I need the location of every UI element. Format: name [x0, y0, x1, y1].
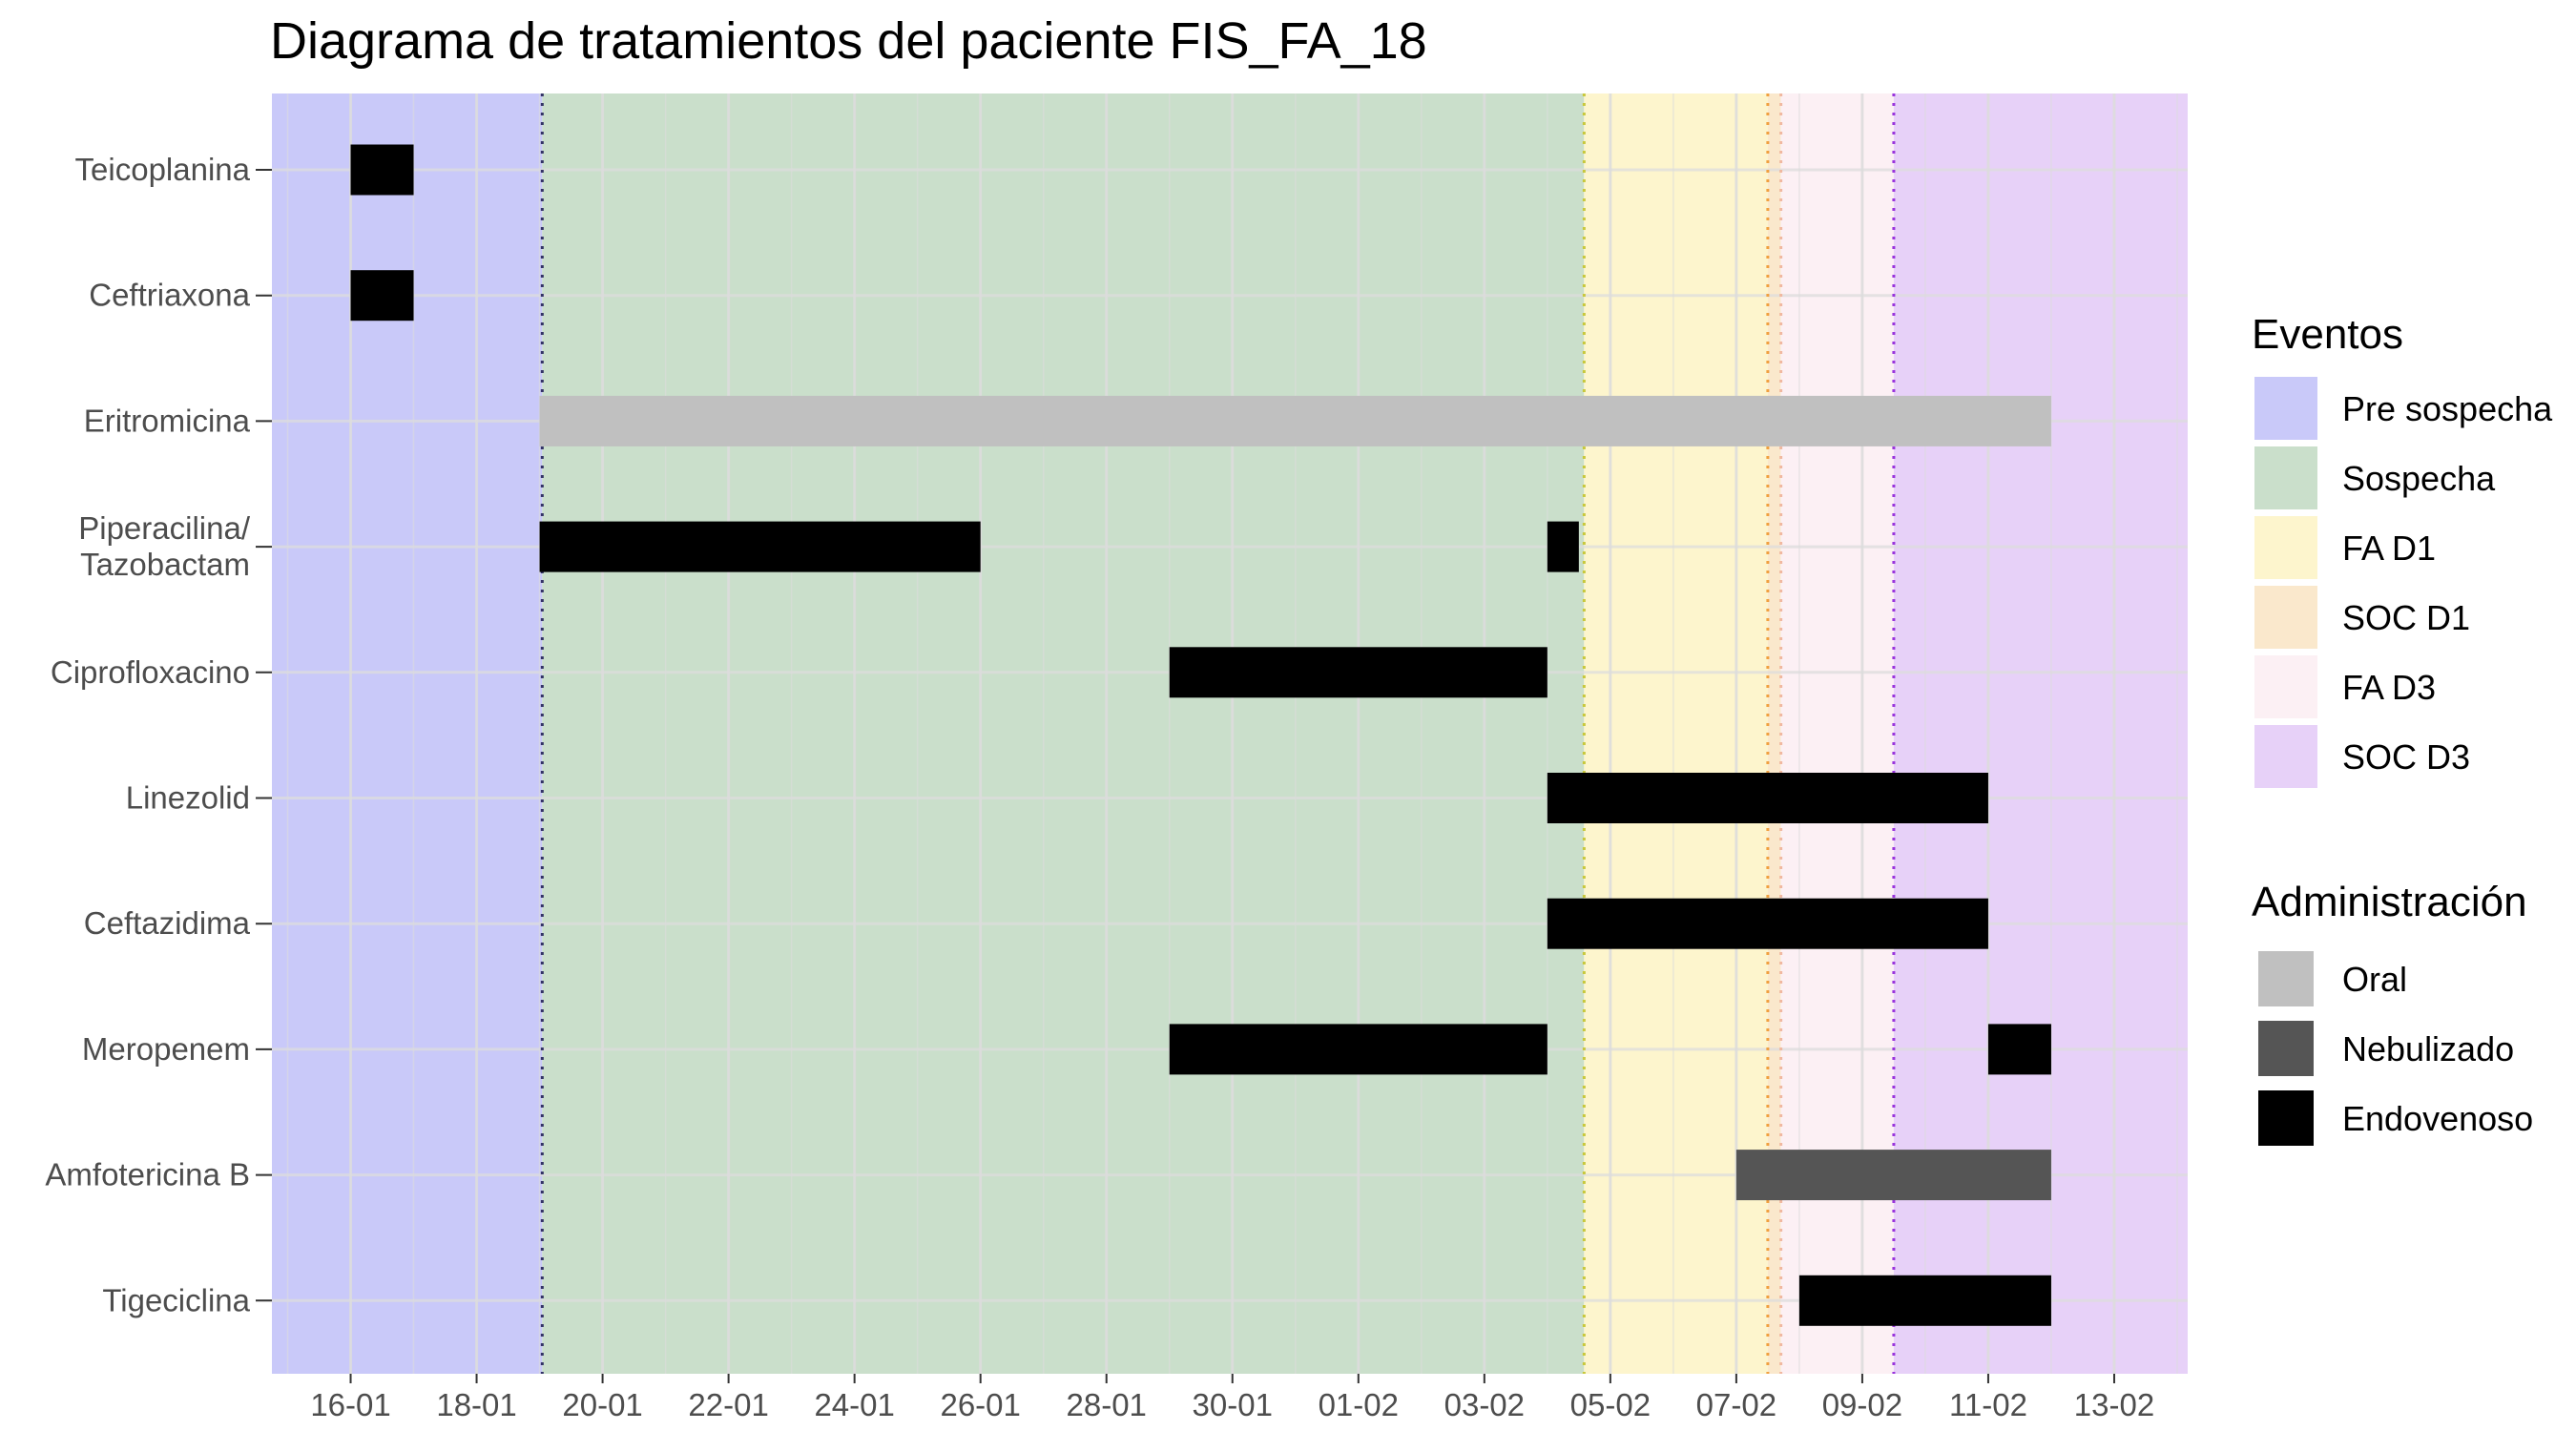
- bar-ceftriaxona-endovenoso: [350, 270, 414, 321]
- legend-key-soc-d1: [2254, 586, 2317, 649]
- x-tick-label: 20-01: [562, 1387, 642, 1422]
- x-axis: 16-01 18-01 20-01 22-01 24-01 26-01 28-01 30-01…: [310, 1374, 2154, 1422]
- bar-ciprofloxacino-endovenoso: [1169, 647, 1548, 698]
- legend-label-fa-d3: FA D3: [2342, 668, 2436, 707]
- bar-amfotericina-b-nebulizado: [1735, 1150, 2051, 1201]
- legend-key-endovenoso: [2258, 1090, 2314, 1146]
- legend-label-sospecha: Sospecha: [2342, 459, 2496, 498]
- x-tick-label: 01-02: [1319, 1387, 1399, 1422]
- x-tick-label: 07-02: [1696, 1387, 1776, 1422]
- bar-teicoplanina-endovenoso: [350, 144, 414, 196]
- x-tick-label: 09-02: [1822, 1387, 1902, 1422]
- legend-label-nebulizado: Nebulizado: [2342, 1029, 2514, 1068]
- y-tick-label: Teicoplanina: [75, 152, 251, 187]
- x-tick-label: 28-01: [1067, 1387, 1147, 1422]
- bar-piperacilina-tazobactam-endovenoso: [539, 521, 981, 572]
- x-tick-label: 11-02: [1949, 1387, 2027, 1422]
- legend-title-eventos: Eventos: [2252, 311, 2403, 358]
- x-tick-label: 26-01: [940, 1387, 1020, 1422]
- period-sospecha: [542, 93, 1585, 1374]
- event-lines: [540, 93, 1896, 1374]
- bar-tigeciclina-endovenoso: [1798, 1275, 2051, 1326]
- treatment-bars: [350, 144, 2051, 1326]
- legend-label-oral: Oral: [2342, 960, 2407, 999]
- y-tick-label: Ciprofloxacino: [51, 654, 250, 690]
- x-tick-label: 18-01: [436, 1387, 516, 1422]
- bar-piperacilina-tazobactam-endovenoso: [1547, 521, 1579, 572]
- legend-label-fa-d1: FA D1: [2342, 529, 2436, 568]
- legend-key-oral: [2258, 951, 2314, 1006]
- legend-key-sospecha: [2254, 446, 2317, 509]
- legend-key-pre-sospecha: [2254, 377, 2317, 440]
- bar-meropenem-endovenoso: [1987, 1024, 2051, 1075]
- x-tick-label: 16-01: [310, 1387, 390, 1422]
- legend-label-pre-sospecha: Pre sospecha: [2342, 389, 2553, 428]
- bar-meropenem-endovenoso: [1169, 1024, 1548, 1075]
- y-tick-label: Ceftriaxona: [89, 278, 250, 313]
- x-tick-label: 05-02: [1570, 1387, 1651, 1422]
- bar-eritromicina-oral: [539, 395, 2051, 446]
- bar-ceftazidima-endovenoso: [1547, 898, 1988, 949]
- legend: Eventos Pre sospecha Sospecha FA D1 SOC D1 FA…: [2252, 311, 2553, 1146]
- legend-title-administracion: Administración: [2252, 879, 2527, 925]
- chart-title: Diagrama de tratamientos del paciente FI…: [270, 12, 1427, 70]
- x-tick-label: 03-02: [1444, 1387, 1525, 1422]
- y-tick-label: Eritromicina: [84, 403, 251, 438]
- x-tick-label: 30-01: [1193, 1387, 1273, 1422]
- x-tick-label: 13-02: [2074, 1387, 2154, 1422]
- y-tick-label: Tigeciclina: [102, 1282, 250, 1317]
- legend-label-soc-d1: SOC D1: [2342, 598, 2470, 637]
- legend-key-soc-d3: [2254, 725, 2317, 788]
- x-tick-label: 24-01: [814, 1387, 894, 1422]
- legend-label-soc-d3: SOC D3: [2342, 737, 2470, 777]
- y-tick-label: Amfotericina B: [45, 1157, 250, 1192]
- y-tick-label: Meropenem: [82, 1031, 250, 1067]
- legend-key-fa-d3: [2254, 655, 2317, 718]
- bar-linezolid-endovenoso: [1547, 773, 1988, 823]
- y-axis: Teicoplanina Ceftriaxona Eritromicina Piper…: [45, 152, 272, 1317]
- legend-key-nebulizado: [2258, 1021, 2314, 1076]
- legend-key-fa-d1: [2254, 516, 2317, 579]
- y-tick-label: Linezolid: [126, 780, 250, 816]
- x-tick-label: 22-01: [688, 1387, 768, 1422]
- legend-label-endovenoso: Endovenoso: [2342, 1099, 2533, 1138]
- y-tick-label: Ceftazidima: [84, 905, 251, 941]
- y-tick-label: Piperacilina/Tazobactam: [78, 510, 251, 582]
